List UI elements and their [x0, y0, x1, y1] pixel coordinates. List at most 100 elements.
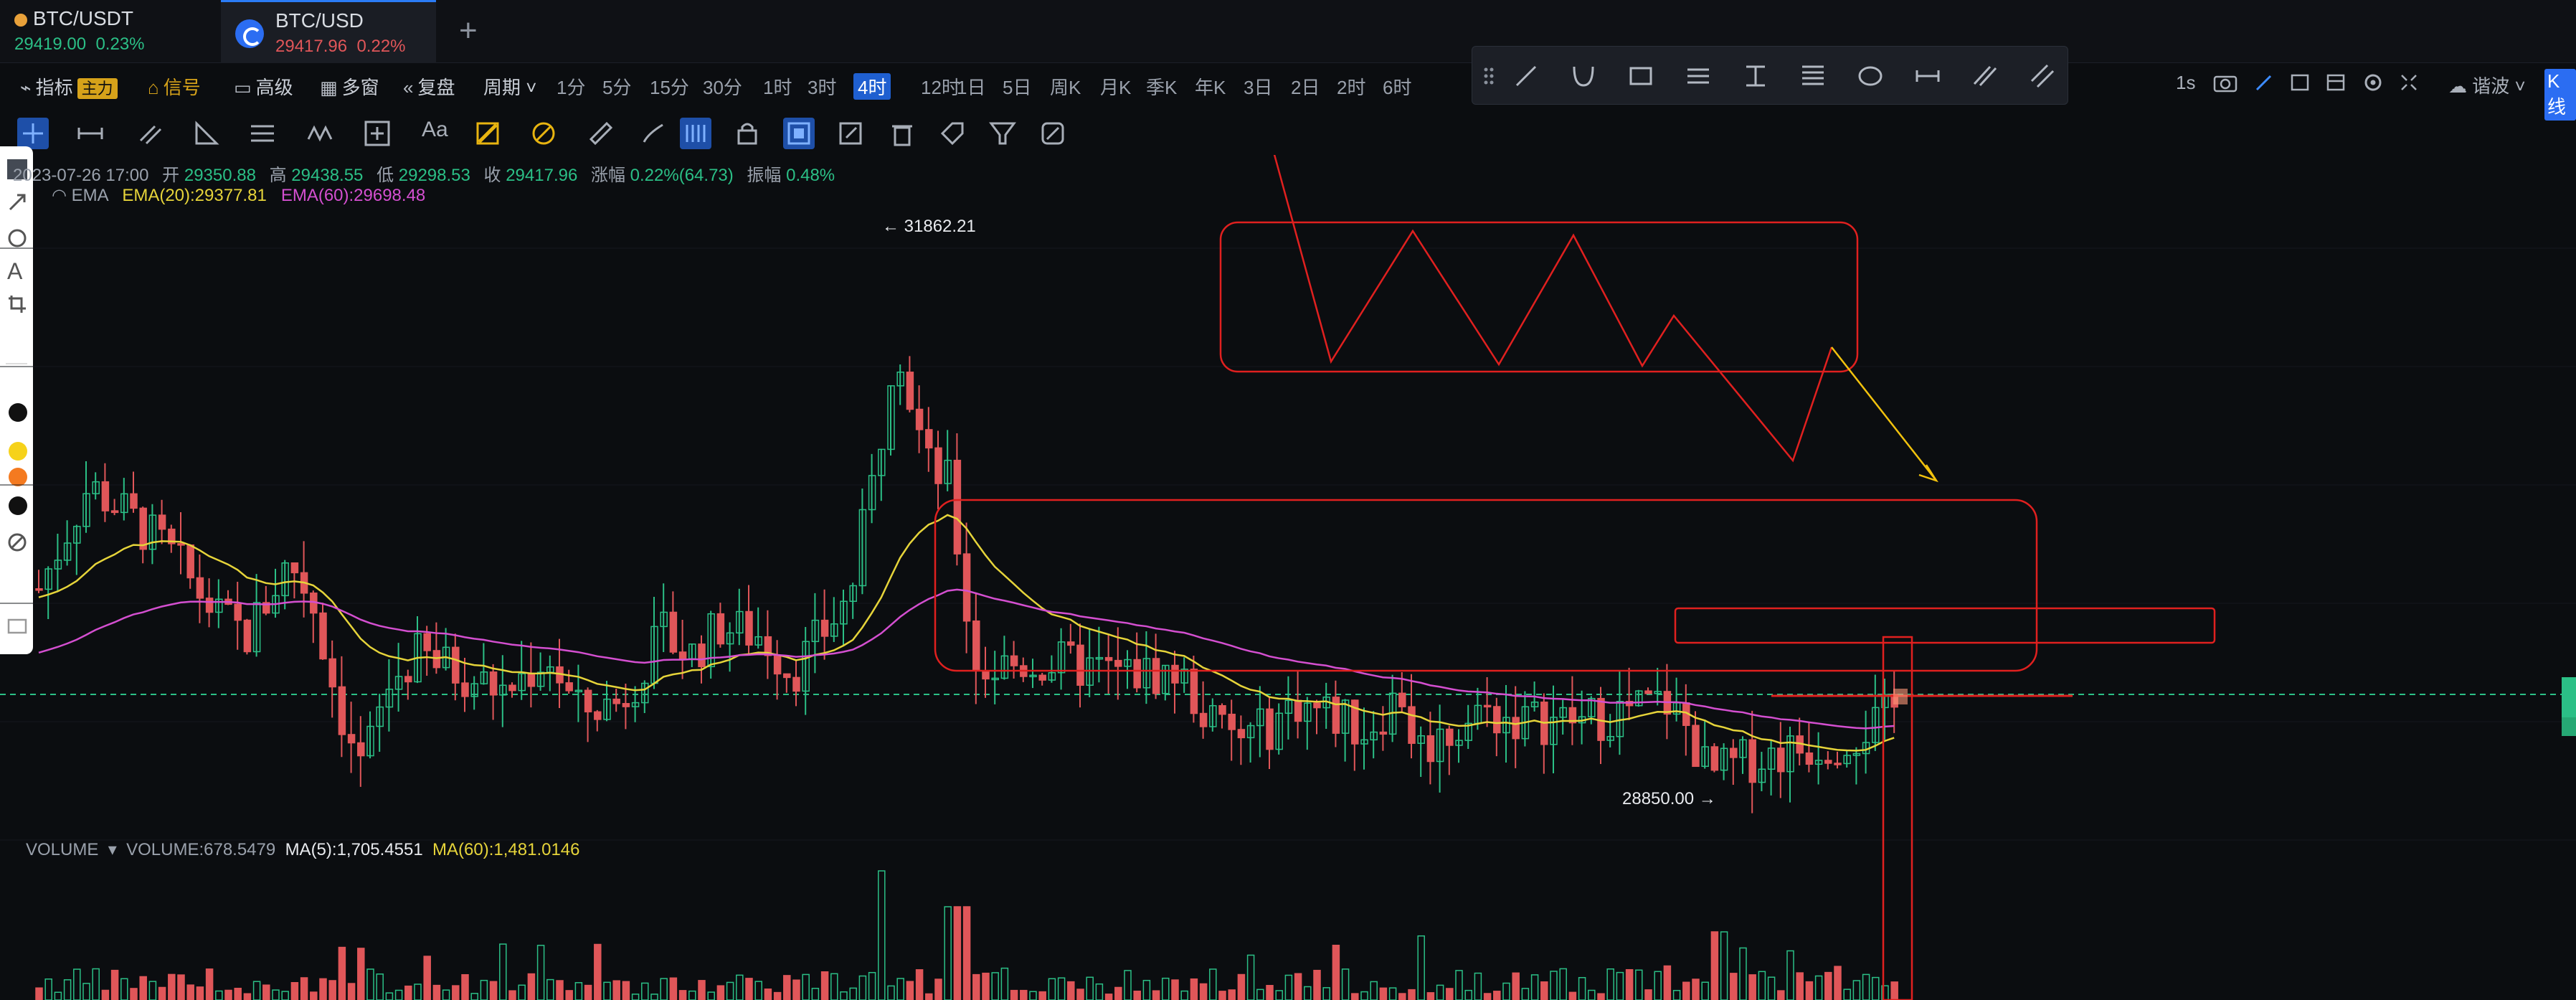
ruler-icon[interactable]	[585, 118, 617, 149]
candle-body	[432, 650, 441, 669]
volume-bar	[470, 993, 478, 1000]
timeframe-14[interactable]: 3日	[1244, 77, 1273, 98]
candle-body	[669, 611, 678, 653]
fib-retracement-icon[interactable]	[1796, 60, 1829, 93]
timeframe-12[interactable]: 季K	[1146, 77, 1178, 98]
candle-body	[63, 542, 72, 561]
volume-bar	[849, 987, 857, 1000]
timeframe-16[interactable]: 2时	[1337, 77, 1366, 98]
strong-magnet-icon[interactable]	[528, 118, 559, 149]
horizontal-ray-icon[interactable]	[1911, 60, 1944, 93]
tab-btc-usdt[interactable]: BTC/USDT 29419.00 0.23%	[0, 0, 215, 63]
bar-pattern-icon[interactable]	[680, 118, 711, 149]
gann-fan-icon[interactable]	[1969, 60, 2002, 93]
timeframe-8[interactable]: 1日	[957, 77, 986, 98]
image-icon[interactable]	[7, 615, 27, 636]
timeframe-2[interactable]: 15分	[650, 77, 689, 98]
timeframe-1[interactable]: 5分	[602, 77, 632, 98]
chevron-down-icon: ˅	[2509, 75, 2526, 97]
crop-icon[interactable]	[7, 294, 27, 314]
sync-icon[interactable]	[1037, 118, 1069, 149]
volume-bar	[962, 906, 971, 1000]
wave-icon[interactable]	[304, 118, 336, 149]
timeframe-6[interactable]: 4时	[853, 73, 891, 100]
timeframe-9[interactable]: 5日	[1003, 77, 1032, 98]
clear-icon[interactable]	[7, 532, 27, 552]
candle-body	[347, 734, 356, 744]
ema20-line	[38, 514, 1895, 752]
tag-icon[interactable]	[937, 118, 968, 149]
parallel-lines-icon[interactable]	[135, 118, 166, 149]
fib-icon[interactable]	[247, 118, 278, 149]
rectangle-icon[interactable]	[1624, 60, 1657, 93]
replay-button[interactable]: «复盘	[403, 77, 455, 98]
add-tab-icon[interactable]: +	[459, 13, 478, 48]
horizontal-line-icon[interactable]	[75, 118, 106, 149]
visibility-icon[interactable]	[783, 118, 815, 149]
plus-box-icon[interactable]	[361, 118, 393, 149]
volume-bar	[423, 956, 431, 1000]
price-chart[interactable]	[0, 155, 2576, 1000]
color-black-2[interactable]	[9, 496, 27, 515]
edit-icon[interactable]	[835, 118, 866, 149]
magnet-icon[interactable]	[472, 118, 503, 149]
timeframe-15[interactable]: 2日	[1291, 77, 1320, 98]
pencil-icon[interactable]	[2253, 72, 2275, 93]
timeframe-3[interactable]: 30分	[703, 77, 742, 98]
volume-bar	[1616, 971, 1624, 1000]
text-tool-icon[interactable]: A	[7, 258, 23, 284]
parallel-channel-icon[interactable]	[1682, 60, 1715, 93]
triangle-icon[interactable]	[191, 118, 222, 149]
theme-dropdown[interactable]: ☁ 谐波 ˅	[2448, 75, 2526, 97]
volume-bar	[1171, 979, 1179, 1000]
fullscreen-icon[interactable]	[2398, 72, 2420, 93]
text-icon[interactable]: Aa	[422, 118, 448, 141]
arc-icon[interactable]	[1567, 60, 1600, 93]
eye-icon[interactable]: ◠	[52, 186, 67, 205]
color-orange[interactable]	[9, 468, 27, 486]
timeframe-5[interactable]: 3时	[808, 77, 837, 98]
trend-line-icon[interactable]	[1510, 60, 1543, 93]
timeframe-0[interactable]: 1分	[557, 77, 586, 98]
note-icon[interactable]	[2289, 72, 2311, 93]
lock-icon[interactable]	[731, 118, 763, 149]
timeframe-13[interactable]: 年K	[1195, 77, 1226, 98]
kline-button[interactable]: K线	[2544, 69, 2576, 121]
timeframe-4[interactable]: 1时	[763, 77, 792, 98]
arrow-tool-icon[interactable]	[7, 192, 27, 212]
signal-button[interactable]: ⌂ 信号	[148, 77, 201, 98]
ellipse-icon[interactable]	[1854, 60, 1887, 93]
select-icon[interactable]	[7, 159, 27, 179]
timeframe-7[interactable]: 12时	[921, 77, 960, 98]
candle-body	[357, 742, 365, 757]
circle-tool-icon[interactable]	[7, 228, 27, 248]
timeframe-10[interactable]: 周K	[1050, 77, 1081, 98]
tab-btc-usd[interactable]: BTC/USD 29417.96 0.22%	[221, 0, 436, 63]
layout-icon[interactable]	[2325, 72, 2347, 93]
indicator-button[interactable]: ⌁ 指标 主力	[20, 73, 118, 100]
volume-bar	[54, 991, 62, 1000]
volume-ma60: MA(60):1,481.0146	[432, 840, 580, 859]
settings-icon[interactable]	[2362, 72, 2384, 93]
candle-body	[1067, 641, 1075, 646]
camera-icon[interactable]	[2213, 72, 2238, 93]
volume-bar	[158, 986, 166, 1000]
multi-window-button[interactable]: ▦ 多窗	[320, 77, 379, 98]
trash-icon[interactable]	[886, 118, 918, 149]
crosshair-icon[interactable]	[17, 118, 49, 149]
chevron-down-icon[interactable]: ▾	[103, 840, 122, 859]
timeframe-17[interactable]: 6时	[1383, 77, 1412, 98]
drag-handle-icon[interactable]	[1482, 60, 1495, 93]
color-black[interactable]	[9, 403, 27, 422]
advanced-button[interactable]: ▭ 高级	[234, 77, 293, 98]
candle-body	[565, 682, 573, 692]
channel-icon[interactable]	[2026, 60, 2059, 93]
color-yellow[interactable]	[9, 442, 27, 461]
interval-label[interactable]: 1s	[2176, 72, 2196, 93]
period-dropdown[interactable]: 周期 ˅	[483, 77, 537, 98]
filter-icon[interactable]	[987, 118, 1018, 149]
brush-icon[interactable]	[638, 118, 670, 149]
user-drawings	[934, 155, 2216, 1000]
timeframe-11[interactable]: 月K	[1100, 77, 1132, 98]
price-range-icon[interactable]	[1739, 60, 1772, 93]
